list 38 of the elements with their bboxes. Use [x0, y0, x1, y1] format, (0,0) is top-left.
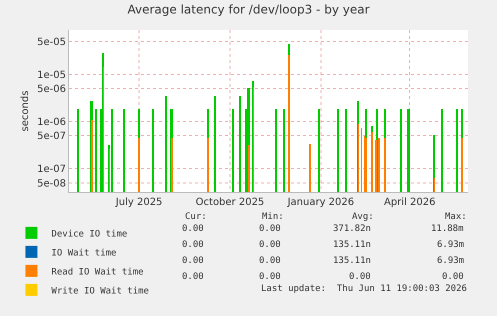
legend-label: IO Wait time — [51, 248, 116, 258]
text: Max: — [445, 212, 467, 222]
text: 135.11n — [333, 256, 371, 266]
x-tick-label: July 2025 — [114, 197, 162, 208]
text: 11.88m — [431, 224, 464, 234]
text: 6.93m — [437, 256, 464, 266]
y-tick-label: 1e-05 — [37, 70, 66, 81]
text: 0.00 — [259, 224, 281, 234]
chart-title: Average latency for /dev/loop3 - by year — [127, 2, 370, 16]
y-tick-label: 5e-05 — [37, 36, 66, 48]
x-tick-label: April 2026 — [384, 197, 436, 208]
text: 135.11n — [333, 240, 371, 250]
text: Min: — [262, 212, 284, 222]
text: 0.00 — [259, 240, 281, 250]
text: 0.00 — [349, 272, 371, 282]
text: 0.00 — [259, 256, 281, 266]
y-tick-label: 5e-07 — [37, 131, 66, 142]
text: 0.00 — [259, 272, 281, 282]
y-tick-label: 5e-06 — [37, 84, 66, 96]
x-tick-label: October 2025 — [196, 197, 264, 208]
y-tick-label: 1e-07 — [37, 164, 66, 176]
text: 6.93m — [437, 240, 464, 250]
text: 0.00 — [182, 256, 204, 266]
legend-label: Read IO Wait time — [51, 267, 144, 278]
text: 0.00 — [182, 240, 204, 250]
text: 0.00 — [182, 224, 204, 234]
text: Last update: Thu Jun 11 19:00:03 2026 — [261, 284, 467, 294]
y-tick-label: 5e-08 — [37, 178, 66, 190]
legend-label: Device IO time — [51, 229, 128, 240]
text: Avg: — [352, 212, 374, 222]
text: 0.00 — [442, 272, 464, 282]
text: Cur: — [185, 212, 207, 222]
text: 371.82n — [333, 224, 371, 234]
text: 0.00 — [182, 272, 204, 282]
x-tick-label: January 2026 — [286, 197, 354, 208]
y-axis-title: seconds — [20, 90, 32, 132]
y-tick-label: 1e-06 — [37, 116, 66, 128]
legend-label: Write IO Wait time — [51, 286, 149, 296]
